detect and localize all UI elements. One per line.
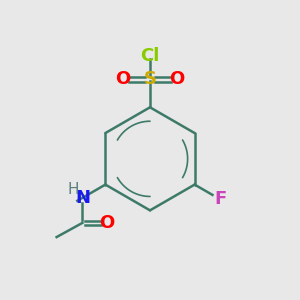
Text: F: F xyxy=(214,190,226,208)
Text: O: O xyxy=(99,214,114,232)
Text: O: O xyxy=(115,70,130,88)
Text: O: O xyxy=(169,70,185,88)
Text: S: S xyxy=(143,70,157,88)
Text: N: N xyxy=(75,189,90,207)
Text: Cl: Cl xyxy=(140,47,160,65)
Text: H: H xyxy=(67,182,79,197)
